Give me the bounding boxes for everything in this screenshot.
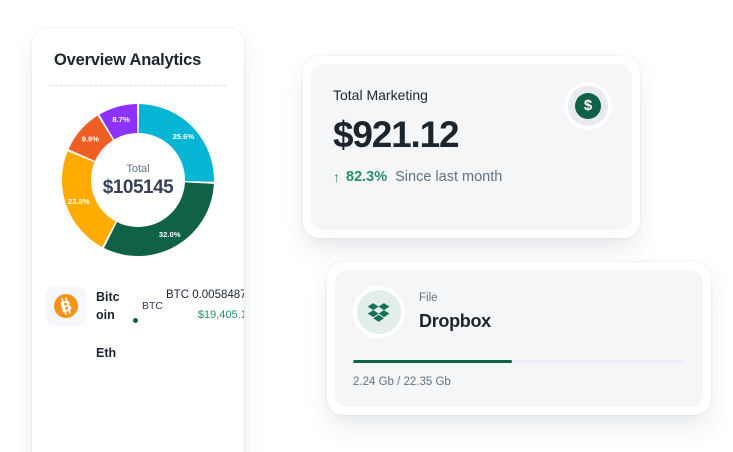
marketing-delta: ↑ 82.3% Since last month xyxy=(333,170,610,185)
file-name: Dropbox xyxy=(419,311,491,332)
bitcoin-icon: B xyxy=(46,286,86,327)
arrow-up-icon: ↑ xyxy=(333,169,340,186)
page-title: Overview Analytics xyxy=(54,51,202,69)
dropbox-meta: File Dropbox xyxy=(419,290,491,334)
divider xyxy=(50,85,226,87)
dropbox-header: File Dropbox xyxy=(353,286,685,338)
dropbox-panel: File Dropbox 2.24 Gb / 22.35 Gb xyxy=(335,270,703,407)
dollar-icon-core: $ xyxy=(575,93,601,119)
coin-name: Bitcoin xyxy=(96,290,120,323)
donut-slice-label: 32.0% xyxy=(159,231,181,240)
status-dot xyxy=(133,317,138,323)
donut-slice-label: 25.6% xyxy=(173,132,195,141)
dropbox-icon-svg xyxy=(367,303,390,322)
marketing-value: $921.12 xyxy=(333,113,460,155)
dropbox-card: File Dropbox 2.24 Gb / 22.35 Gb xyxy=(327,262,711,415)
donut-slice-label: 23.8% xyxy=(68,197,90,206)
list-item[interactable]: B Bitcoin BTC BTC 0.00584875 $19,405.12 xyxy=(46,282,244,330)
storage-usage-caption: 2.24 Gb / 22.35 Gb xyxy=(353,375,451,388)
coin-amount: BTC 0.00584875 xyxy=(166,289,244,302)
coin-ticker: BTC xyxy=(133,299,163,323)
dollar-icon: $ xyxy=(564,82,612,130)
donut-slice[interactable] xyxy=(68,116,114,162)
donut-slice[interactable] xyxy=(99,104,138,140)
dollar-glyph: $ xyxy=(583,97,593,114)
delta-caption: Since last month xyxy=(395,169,503,186)
storage-progress-bar xyxy=(353,360,685,363)
coin-fiat-value: $19,405.12 xyxy=(197,308,244,321)
coin-ticker-label: BTC xyxy=(142,299,163,312)
donut-slice-label: 8.7% xyxy=(112,116,130,125)
bitcoin-icon-svg: B xyxy=(54,294,78,319)
donut-slice-label: 9.9% xyxy=(82,135,100,144)
delta-percent: 82.3% xyxy=(346,169,388,186)
donut-slice[interactable] xyxy=(104,182,214,257)
donut-chart: 25.6% 32.0% 23.8% 9.9% 8.7% Total $105145 xyxy=(58,100,218,260)
total-marketing-panel: Total Marketing $921.12 ↑ 82.3% Since la… xyxy=(311,64,632,230)
donut-chart-svg: 25.6% 32.0% 23.8% 9.9% 8.7% xyxy=(61,104,214,257)
coin-values: BTC 0.00584875 $19,405.12 xyxy=(166,287,244,325)
dropbox-icon-ring xyxy=(357,290,401,334)
donut-slice[interactable] xyxy=(138,104,214,183)
dollar-icon-ring: $ xyxy=(568,86,608,126)
overview-analytics-card: Overview Analytics 25.6% 32.0% 23.8% 9.9% 8.… xyxy=(32,28,244,452)
donut-slice[interactable] xyxy=(61,151,116,248)
marketing-label: Total Marketing xyxy=(333,87,428,103)
file-kind-label: File xyxy=(419,292,438,305)
dropbox-icon xyxy=(353,286,405,338)
storage-progress-fill xyxy=(353,360,513,363)
list-item[interactable]: Eth xyxy=(96,346,117,361)
coin-list: B Bitcoin BTC BTC 0.00584875 $19,405.12 … xyxy=(32,282,244,360)
total-marketing-card: Total Marketing $921.12 ↑ 82.3% Since la… xyxy=(303,56,640,238)
